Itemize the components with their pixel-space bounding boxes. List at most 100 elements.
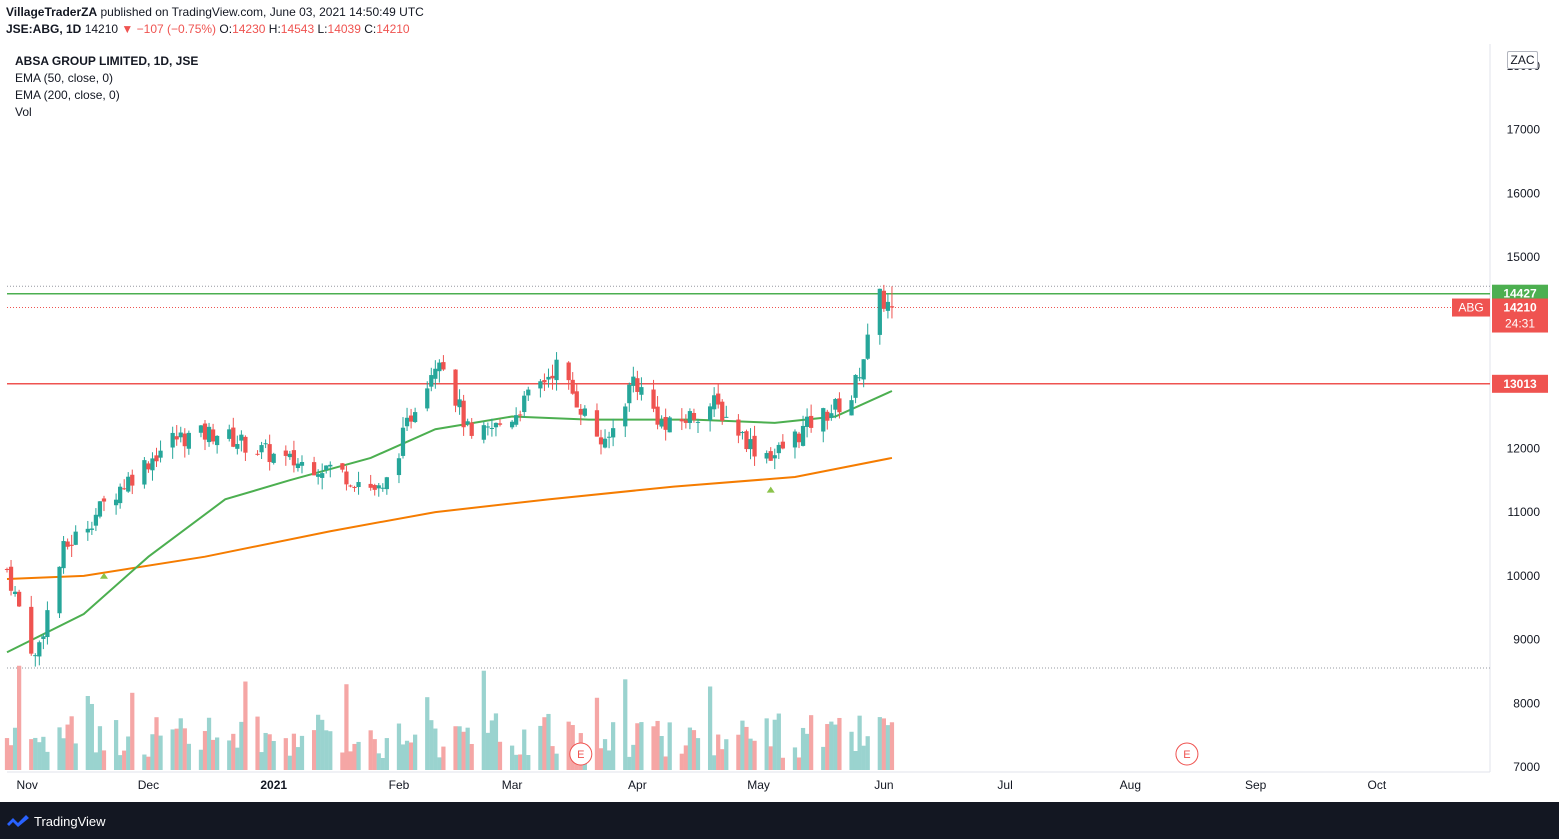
volume-bar [885,725,891,770]
volume-bar [509,745,515,770]
volume-bar [142,754,147,770]
candle-body [356,482,361,488]
volume-bar [437,757,442,770]
volume-bar [606,750,612,770]
legend-ema200[interactable]: EMA (200, close, 0) [15,88,120,102]
volume-bar [206,717,212,770]
signal-triangle-icon [99,572,108,579]
time-axis[interactable]: Nov Dec 2021 Feb Mar Apr May Jun Jul Aug Sep Oct [17,778,1387,792]
ema200-series [6,456,893,581]
candle-body [8,566,14,591]
candle-body [594,410,600,437]
legend-volume[interactable]: Vol [15,105,32,119]
volume-bar [542,717,547,770]
volume-bar [639,722,644,770]
volume-bar [853,751,858,770]
volume-bar [780,757,785,770]
candle-body [655,406,660,425]
volume-bar [340,752,345,770]
volume-bar [469,743,474,770]
volume-bar [796,757,802,770]
volume-bar [37,742,42,770]
tradingview-logo-icon[interactable] [6,814,30,828]
volume-bar [404,740,410,770]
y-tick-label: 15000 [1507,250,1541,264]
author-name[interactable]: VillageTraderZA [6,5,98,19]
ema50-line [6,390,893,654]
candle-body [291,450,297,466]
candle-body [679,419,684,422]
volume-bar [380,757,385,770]
volume-bar [41,736,46,770]
volume-bar [687,727,693,770]
candle-body [687,411,693,423]
candle-body [283,450,288,456]
candle-body [311,462,317,476]
candle-body [154,455,159,462]
candle-body [606,436,612,438]
candle-body [792,431,798,448]
candle-body [243,436,248,453]
earnings-marker-label: E [577,749,584,761]
candle-body [582,408,587,416]
candle-body [41,636,46,639]
volume-bar [546,713,551,770]
x-tick-label: 2021 [260,778,287,792]
last-price-label: 14210 [1503,301,1537,315]
candle-body [804,416,810,427]
candle-body [433,368,438,379]
currency-label[interactable]: ZAC [1507,51,1538,69]
candle-body [861,359,866,380]
candle-body [481,425,486,440]
volume-bar [235,747,240,770]
candle-body [376,485,381,489]
candle-body [877,288,882,335]
symbol-label: ABG [1458,301,1483,315]
volume-bar [627,756,632,770]
candle-body [150,458,155,471]
volume-bar [29,739,34,770]
tradingview-brand[interactable]: TradingView [34,814,106,829]
volume-bar [441,746,446,770]
price-chart[interactable]: EE 7000800090001000011000120001300014000… [0,0,1559,802]
volume-bar [623,679,628,770]
candle-body [384,477,389,490]
candle-body [170,432,175,448]
candle-body [235,444,240,449]
published-info: published on TradingView.com, June 03, 2… [100,5,424,19]
y-tick-label: 17000 [1507,123,1541,137]
legend-title[interactable]: ABSA GROUP LIMITED, 1D, JSE [15,54,199,68]
candle-body [89,528,94,530]
price-axis[interactable]: 7000800090001000011000120001300014000150… [1507,59,1541,774]
candle-body [683,420,688,423]
volume-bar [716,734,721,770]
x-tick-label: Jul [997,778,1012,792]
candle-body [368,483,373,488]
candle-body [639,387,644,395]
candle-body [380,487,385,489]
volume-bar [227,740,232,770]
volume-bar [69,716,74,770]
volume-bar [356,741,361,770]
volume-bar [635,723,640,770]
candle-body [667,417,672,433]
candle-body [126,476,131,492]
legend-ema50[interactable]: EMA (50, close, 0) [15,71,114,85]
candle-body [570,379,575,394]
candle-body [509,421,515,428]
volume-bar [316,714,321,770]
candle-body [178,432,183,438]
hline-label-text: 14427 [1503,287,1537,301]
horizontal-lines[interactable] [7,285,1490,385]
candle-body [554,359,559,381]
candle-body [748,439,753,450]
volume-bar [202,731,208,770]
volume-bar [12,727,18,770]
candle-body [441,362,446,370]
volume-bar [881,718,886,770]
candle-body [299,462,305,466]
quote-line: JSE:ABG, 1D 14210 ▼ −107 (−0.75%) O:1423… [6,22,410,36]
candle-body [526,389,531,396]
publication-line: VillageTraderZA published on TradingView… [6,5,424,19]
